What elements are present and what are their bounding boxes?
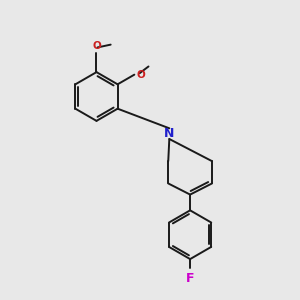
Text: F: F xyxy=(186,272,194,286)
Text: O: O xyxy=(137,70,146,80)
Text: O: O xyxy=(92,41,101,51)
Text: N: N xyxy=(164,127,175,140)
